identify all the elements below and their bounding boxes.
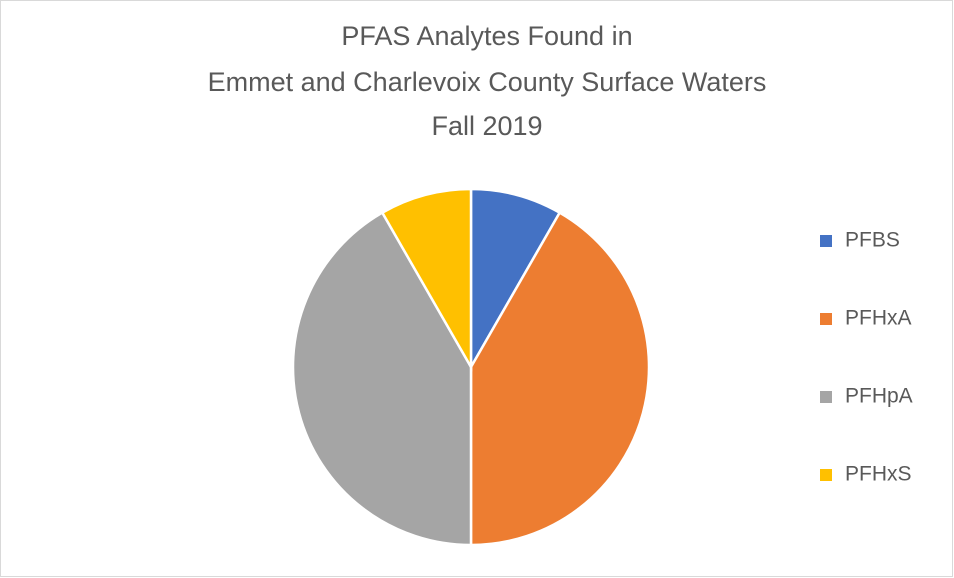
chart-title: Emmet and Charlevoix County Surface Wate… [208, 67, 767, 97]
chart-title: PFAS Analytes Found in [341, 21, 632, 51]
pie-slice [291, 210, 473, 547]
pie-slice [469, 210, 651, 547]
legend-label: PFBS [845, 229, 900, 252]
legend-swatch [820, 235, 832, 247]
legend-swatch [820, 391, 832, 403]
pie-slice [380, 187, 473, 372]
legend-label: PFHxS [845, 463, 912, 486]
legend-swatch [820, 313, 832, 325]
chart-title: Fall 2019 [431, 111, 542, 141]
pie-slice [469, 187, 562, 372]
legend-label: PFHpA [845, 385, 913, 408]
legend-label: PFHxA [845, 307, 912, 330]
legend-swatch [820, 469, 832, 481]
